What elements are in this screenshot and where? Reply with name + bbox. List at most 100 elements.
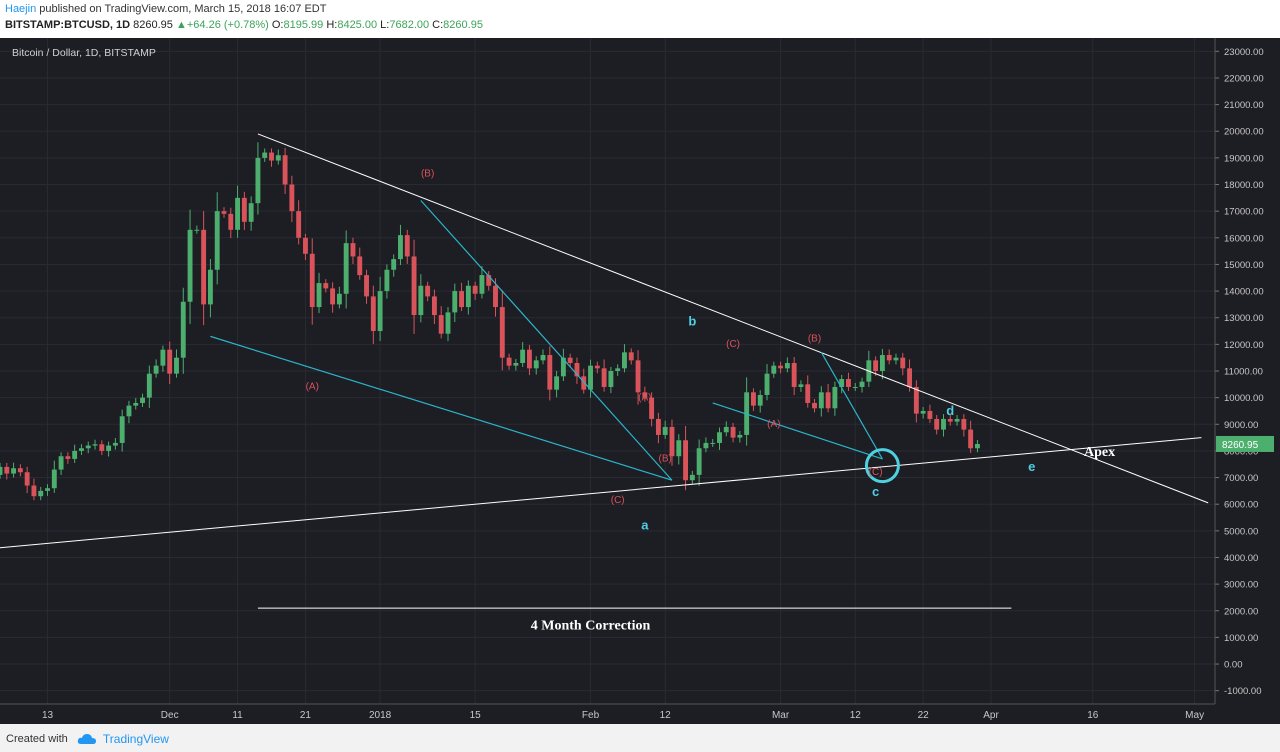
wave-label-red: (A)	[306, 382, 319, 393]
y-tick-label: 12000.00	[1224, 340, 1264, 351]
candle-body	[567, 357, 573, 364]
candle-body	[812, 402, 817, 409]
candle-body	[893, 357, 899, 361]
candle-body	[581, 376, 587, 390]
candle-body	[954, 418, 960, 422]
y-tick-label: 0.00	[1224, 660, 1243, 671]
tradingview-brand[interactable]: TradingView	[102, 732, 169, 746]
chart-area[interactable]: -1000.00 0.00 1000.00 2000.00 3000.00 4000.00…	[0, 38, 1280, 724]
price-chart[interactable]: -1000.00 0.00 1000.00 2000.00 3000.00 4000.00…	[0, 38, 1280, 724]
candle-body	[357, 256, 363, 276]
y-tick-label: 20000.00	[1224, 127, 1264, 138]
candle-body	[608, 371, 614, 387]
x-tick-label: Feb	[582, 710, 600, 721]
x-tick-label: 12	[660, 710, 672, 721]
wave-label-cyan: b	[688, 314, 696, 329]
candle-body	[79, 448, 84, 451]
candle-body	[560, 357, 566, 377]
x-tick-label: 11	[232, 710, 243, 721]
candle-body	[343, 243, 349, 294]
candle-body	[635, 360, 641, 393]
channel-line	[820, 352, 883, 460]
author-link[interactable]: Haejin	[5, 3, 37, 15]
candle-body	[764, 373, 770, 395]
y-tick-label: 7000.00	[1224, 473, 1258, 484]
candle-body	[207, 269, 213, 305]
cloud-logo-icon	[77, 734, 96, 744]
candle-body	[927, 410, 933, 419]
x-tick-label: Mar	[772, 710, 790, 721]
wave-label-red: (C)	[726, 339, 740, 350]
candle-body	[99, 444, 105, 451]
annotation-label-white: Apex	[1084, 445, 1115, 460]
channel-line	[420, 200, 673, 481]
x-tick-label: May	[1185, 710, 1204, 721]
wave-label-cyan: a	[641, 518, 649, 533]
y-tick-label: 11000.00	[1224, 367, 1263, 378]
high-label: H:	[326, 19, 338, 31]
candle-body	[275, 155, 281, 161]
candle-body	[418, 285, 424, 316]
candle-body	[303, 237, 308, 254]
candle-body	[784, 363, 790, 369]
candle-body	[974, 443, 980, 449]
close-value: 8260.95	[443, 19, 483, 31]
candle-body	[180, 301, 186, 358]
candle-body	[547, 355, 553, 390]
candle-body	[655, 418, 661, 435]
y-tick-label: 22000.00	[1224, 73, 1264, 84]
candle-body	[615, 368, 621, 371]
wave-label-cyan: e	[1028, 459, 1035, 474]
candle-body	[662, 426, 668, 435]
candle-body	[513, 363, 519, 366]
candle-body	[479, 275, 485, 294]
low-value: 7682.00	[389, 19, 430, 31]
wave-circle-marker	[864, 448, 900, 484]
candle-body	[160, 349, 166, 366]
candle-body	[411, 256, 417, 316]
candle-body	[805, 384, 811, 403]
y-tick-label: 3000.00	[1224, 580, 1258, 591]
candle-body	[947, 418, 953, 422]
candle-body	[126, 405, 132, 417]
candle-body	[493, 285, 498, 308]
footer: Created with TradingView	[0, 724, 1280, 752]
candle-body	[106, 445, 112, 451]
candle-body	[350, 243, 356, 257]
y-tick-label: 2000.00	[1224, 606, 1258, 617]
candle-body	[852, 386, 858, 388]
candle-body	[11, 468, 17, 474]
y-tick-label: 18000.00	[1224, 180, 1264, 191]
x-tick-label: Dec	[161, 710, 179, 721]
candle-body	[153, 365, 159, 374]
x-tick-label: 22	[918, 710, 930, 721]
created-with-text: Created with	[6, 732, 68, 745]
candle-body	[472, 285, 478, 294]
wave-label-red: (B)	[659, 454, 672, 465]
candle-body	[526, 349, 532, 369]
candle-body	[133, 402, 139, 406]
candle-body	[506, 357, 512, 366]
candle-body	[235, 197, 241, 230]
candle-body	[825, 392, 831, 409]
x-tick-label: 16	[1087, 710, 1099, 721]
x-tick-label: 2018	[369, 710, 392, 721]
candle-body	[818, 392, 824, 409]
candle-body	[330, 288, 336, 305]
candle-body	[886, 355, 892, 361]
candle-body	[282, 155, 288, 185]
candle-body	[174, 357, 179, 374]
wave-label-red: (A)	[767, 419, 780, 430]
candle-body	[228, 213, 234, 230]
candle-body	[4, 466, 10, 474]
y-tick-label: 10000.00	[1224, 393, 1264, 404]
candle-body	[323, 283, 329, 289]
candle-body	[846, 378, 851, 387]
candle-body	[778, 365, 784, 369]
trend-line	[0, 437, 1202, 549]
candle-body	[65, 456, 71, 459]
candle-body	[248, 203, 254, 222]
candle-body	[622, 352, 627, 369]
wave-label-red: (B)	[808, 334, 821, 345]
candle-body	[17, 468, 23, 473]
